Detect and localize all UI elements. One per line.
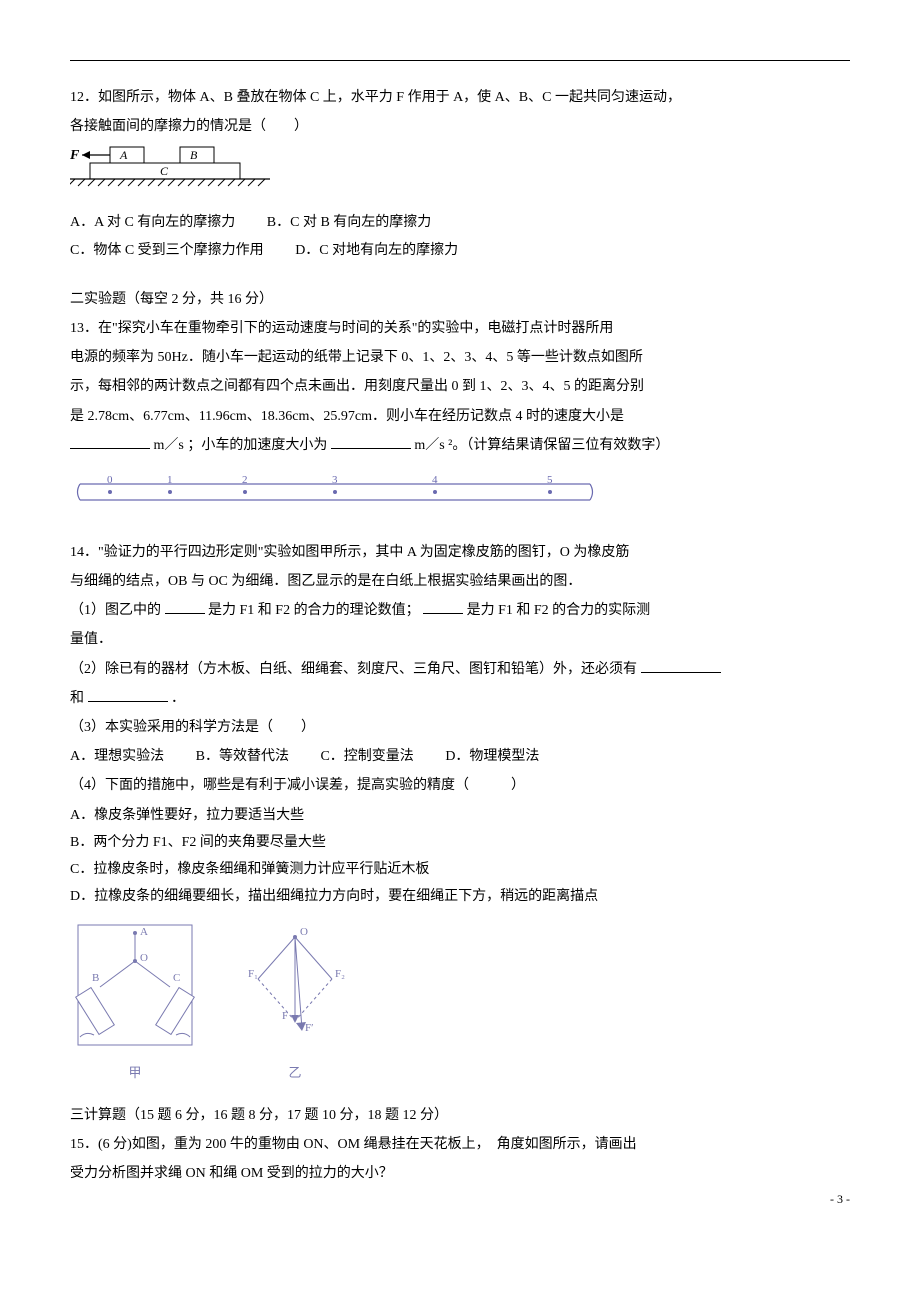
svg-text:O: O: [300, 926, 308, 938]
q13-blank1: [70, 434, 150, 449]
svg-text:4: 4: [432, 474, 438, 486]
q14-blank1: [165, 599, 205, 614]
q14-p3: （3）本实验采用的科学方法是（ ）: [70, 715, 850, 740]
top-rule: [70, 60, 850, 61]
q14-p4A: A．橡皮条弹性要好，拉力要适当大些: [70, 803, 850, 828]
q12-text: 12．如图所示，物体 A、B 叠放在物体 C 上，水平力 F 作用于 A，使 A…: [70, 85, 850, 110]
q14-l2: 与细绳的结点，OB 与 OC 为细绳．图乙显示的是在白纸上根据实验结果画出的图．: [70, 569, 850, 594]
q12-optB: B．C 对 B 有向左的摩擦力: [267, 210, 432, 235]
q14-p2b-text: 和: [70, 691, 84, 706]
q14-p2a: （2）除已有的器材（方木板、白纸、细绳套、刻度尺、三角尺、图钉和铅笔）外，还必须…: [70, 662, 637, 677]
q14-figure: A O B C 甲 O F₁: [70, 919, 850, 1084]
page-number: - 3 -: [830, 1189, 850, 1211]
q14-p3D: D．物理模型法: [445, 744, 539, 769]
q14-p2b: 和 ．: [70, 686, 850, 711]
sec2-heading: 二实验题（每空 2 分，共 16 分）: [70, 287, 850, 312]
svg-text:F: F: [282, 1010, 288, 1022]
svg-text:A: A: [140, 926, 148, 938]
q13-blank2: [331, 434, 411, 449]
q14-blank2: [423, 599, 463, 614]
q14-p1b: 是力 F1 和 F2 的合力的理论数值；: [208, 603, 420, 618]
q12-label-C: C: [160, 164, 169, 178]
svg-text:0: 0: [107, 474, 113, 486]
q14-p1c: 是力 F1 和 F2 的合力的实际测: [467, 603, 651, 618]
q14-p4-opts: A．橡皮条弹性要好，拉力要适当大些 B．两个分力 F1、F2 间的夹角要尽量大些…: [70, 803, 850, 910]
q12-row2: C．物体 C 受到三个摩擦力作用 D．C 对地有向左的摩擦力: [70, 238, 850, 263]
q14-p1: （1）图乙中的 是力 F1 和 F2 的合力的理论数值； 是力 F1 和 F2 …: [70, 598, 850, 623]
q14-p1a: （1）图乙中的: [70, 603, 161, 618]
svg-text:F₂: F₂: [335, 968, 345, 980]
q12-row1: A．A 对 C 有向左的摩擦力 B．C 对 B 有向左的摩擦力: [70, 210, 850, 235]
q14-p3B: B．等效替代法: [196, 744, 289, 769]
q14-l1: 14．"验证力的平行四边形定则"实验如图甲所示，其中 A 为固定橡皮筋的图钉，O…: [70, 540, 850, 565]
q14-blank3: [641, 658, 721, 673]
q12-optA: A．A 对 C 有向左的摩擦力: [70, 210, 235, 235]
svg-text:2: 2: [242, 474, 248, 486]
q13-figure: 0 1 2 3 4 5: [70, 472, 850, 522]
q14-p1d: 量值．: [70, 627, 850, 652]
q12-figure: F A B C: [70, 145, 850, 200]
q12-text2: 各接触面间的摩擦力的情况是（ ）: [70, 114, 850, 139]
q13-l1: 13．在"探究小车在重物牵引下的运动速度与时间的关系"的实验中，电磁打点计时器所…: [70, 316, 850, 341]
svg-text:F₁: F₁: [248, 968, 258, 980]
q14-p3-opts: A．理想实验法 B．等效替代法 C．控制变量法 D．物理模型法: [70, 744, 850, 769]
q13-l4: 是 2.78cm、6.77cm、11.96cm、18.36cm、25.97cm．…: [70, 404, 850, 429]
q12-label-A: A: [119, 148, 128, 162]
q12-label-B: B: [190, 148, 198, 162]
q14-p4: （4）下面的措施中，哪些是有利于减小误差，提高实验的精度（ ）: [70, 773, 850, 798]
q14-blank4: [88, 687, 168, 702]
q12-label-F: F: [70, 148, 80, 163]
svg-text:3: 3: [332, 474, 338, 486]
q12-optC: C．物体 C 受到三个摩擦力作用: [70, 238, 264, 263]
svg-text:C: C: [173, 972, 180, 984]
q14-p2: （2）除已有的器材（方木板、白纸、细绳套、刻度尺、三角尺、图钉和铅笔）外，还必须…: [70, 657, 850, 682]
q13-l3: 示，每相邻的两计数点之间都有四个点未画出．用刻度尺量出 0 到 1、2、3、4、…: [70, 374, 850, 399]
svg-text:O: O: [140, 952, 148, 964]
svg-text:1: 1: [167, 474, 173, 486]
q14-cap1: 甲: [70, 1061, 200, 1084]
q14-p3C: C．控制变量法: [320, 744, 413, 769]
q14-cap2: 乙: [230, 1061, 360, 1084]
svg-text:5: 5: [547, 474, 553, 486]
q14-p4D: D．拉橡皮条的细绳要细长，描出细绳拉力方向时，要在细绳正下方，稍远的距离描点: [70, 884, 850, 909]
q13-l5: m／s ；小车的加速度大小为 m／s ²。（计算结果请保留三位有效数字）: [70, 433, 850, 458]
q15-l1: 15．(6 分)如图，重为 200 牛的重物由 ON、OM 绳悬挂在天花板上， …: [70, 1132, 850, 1157]
svg-text:F′: F′: [305, 1022, 314, 1034]
q14-p2c: ．: [171, 691, 185, 706]
q13-l5b: m／s ²。（计算结果请保留三位有效数字）: [414, 438, 669, 453]
q14-fig-jia: A O B C 甲: [70, 919, 200, 1084]
q13-l2: 电源的频率为 50Hz．随小车一起运动的纸带上记录下 0、1、2、3、4、5 等…: [70, 345, 850, 370]
q14-fig-yi: O F₁ F₂ F F′ 乙: [230, 919, 360, 1084]
q15-l2: 受力分析图并求绳 ON 和绳 OM 受到的拉力的大小？: [70, 1161, 850, 1186]
q14-p4B: B．两个分力 F1、F2 间的夹角要尽量大些: [70, 830, 850, 855]
q13-l5a: m／s ；小车的加速度大小为: [154, 438, 328, 453]
q14-p4C: C．拉橡皮条时，橡皮条细绳和弹簧测力计应平行贴近木板: [70, 857, 850, 882]
q14-p3A: A．理想实验法: [70, 744, 164, 769]
svg-text:B: B: [92, 972, 99, 984]
q12-optD: D．C 对地有向左的摩擦力: [295, 238, 458, 263]
sec3-heading: 三计算题（15 题 6 分，16 题 8 分，17 题 10 分，18 题 12…: [70, 1103, 850, 1128]
